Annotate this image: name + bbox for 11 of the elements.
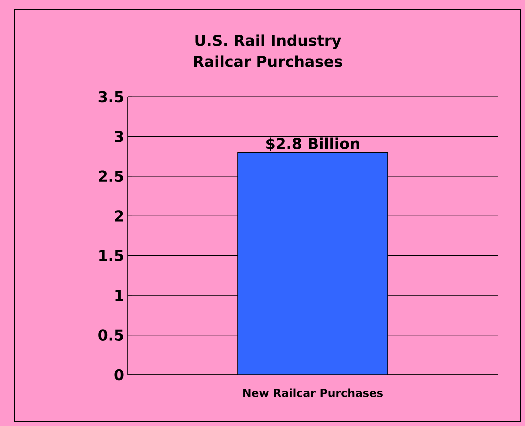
y-tick-label: 2.5 [99,170,124,182]
y-tick-label: 1 [116,290,124,302]
y-tick-label: 1.5 [100,250,124,262]
y-tick-label: 3.5 [98,91,124,103]
y-tick-label: 0.5 [98,330,124,341]
chart-title: U.S. Rail Industry Railcar Purchases [194,34,342,68]
y-tick-label: 2 [115,210,124,222]
x-tick-label: New Railcar Purchases [244,388,383,398]
data-label: $2.8 Billion [266,138,360,152]
y-tick-label: 3 [115,131,124,142]
y-tick-label: 0 [114,369,124,381]
